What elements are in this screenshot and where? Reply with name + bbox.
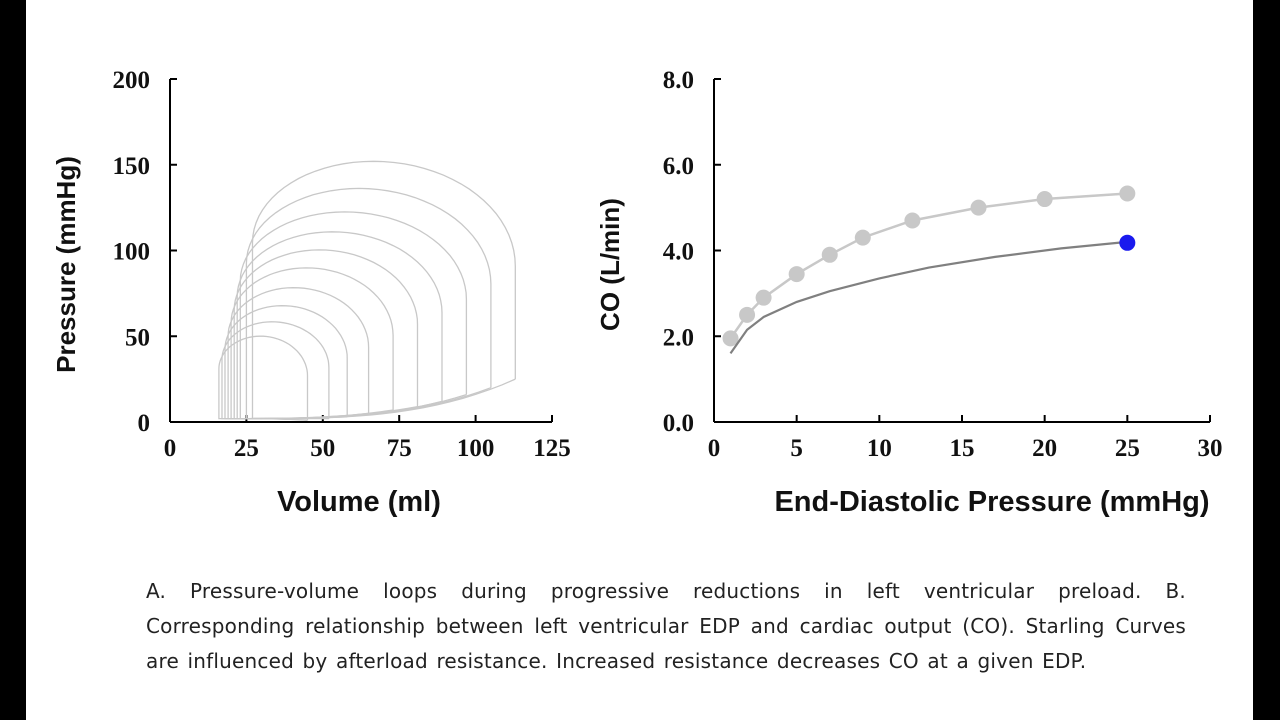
x-tick-label: 75 xyxy=(387,435,412,462)
y-tick-label: 6.0 xyxy=(663,153,694,180)
figure-panel: 0 50 100 150 200 0 25 50 75 100 125 Volume (ml) Pres… xyxy=(26,0,1253,720)
x-tick-label: 0 xyxy=(164,435,177,462)
x-tick-label: 25 xyxy=(234,435,259,462)
y-tick-label: 8.0 xyxy=(663,67,694,94)
pv-loop xyxy=(239,211,468,420)
data-point xyxy=(788,266,805,283)
y-tick-label: 4.0 xyxy=(663,239,694,266)
y-axis-label: Pressure (mmHg) xyxy=(51,156,81,373)
y-tick-label: 0 xyxy=(138,410,151,437)
data-point xyxy=(722,330,739,347)
x-tick-label: 15 xyxy=(950,435,975,462)
x-tick-label: 30 xyxy=(1198,435,1223,462)
pv-loop xyxy=(221,321,330,420)
figure-caption: A. Pressure-volume loops during progress… xyxy=(146,579,1186,673)
x-tick-label: 10 xyxy=(867,435,892,462)
pv-loop xyxy=(233,249,419,420)
data-point xyxy=(854,229,871,246)
x-axis-label: End-Diastolic Pressure (mmHg) xyxy=(774,486,1209,518)
y-tick-label: 200 xyxy=(113,67,151,94)
data-point xyxy=(1036,191,1053,208)
y-tick-label: 100 xyxy=(113,239,151,266)
x-axis-label: Volume (ml) xyxy=(277,486,441,518)
pv-loop xyxy=(218,335,309,421)
x-tick-label: 5 xyxy=(790,435,803,462)
x-tick-label: 50 xyxy=(310,435,335,462)
y-tick-label: 150 xyxy=(113,153,151,180)
pv-loop xyxy=(236,231,443,420)
data-point xyxy=(1119,185,1136,202)
series-line xyxy=(729,192,1128,340)
y-tick-label: 50 xyxy=(125,324,150,351)
x-tick-label: 25 xyxy=(1115,435,1140,462)
data-point xyxy=(970,199,987,216)
x-tick-label: 100 xyxy=(457,435,495,462)
data-point xyxy=(904,212,921,229)
x-tick-label: 0 xyxy=(708,435,721,462)
x-tick-label: 125 xyxy=(533,435,571,462)
data-point xyxy=(821,246,838,263)
y-axis-label: CO (L/min) xyxy=(595,198,625,331)
pv-loop xyxy=(251,160,516,420)
y-tick-label: 0.0 xyxy=(663,410,694,437)
data-point xyxy=(739,306,756,323)
x-tick-label: 20 xyxy=(1032,435,1057,462)
y-tick-label: 2.0 xyxy=(663,324,694,351)
series-line xyxy=(729,240,1128,355)
highlight-point xyxy=(1119,234,1136,251)
data-point xyxy=(755,289,772,306)
